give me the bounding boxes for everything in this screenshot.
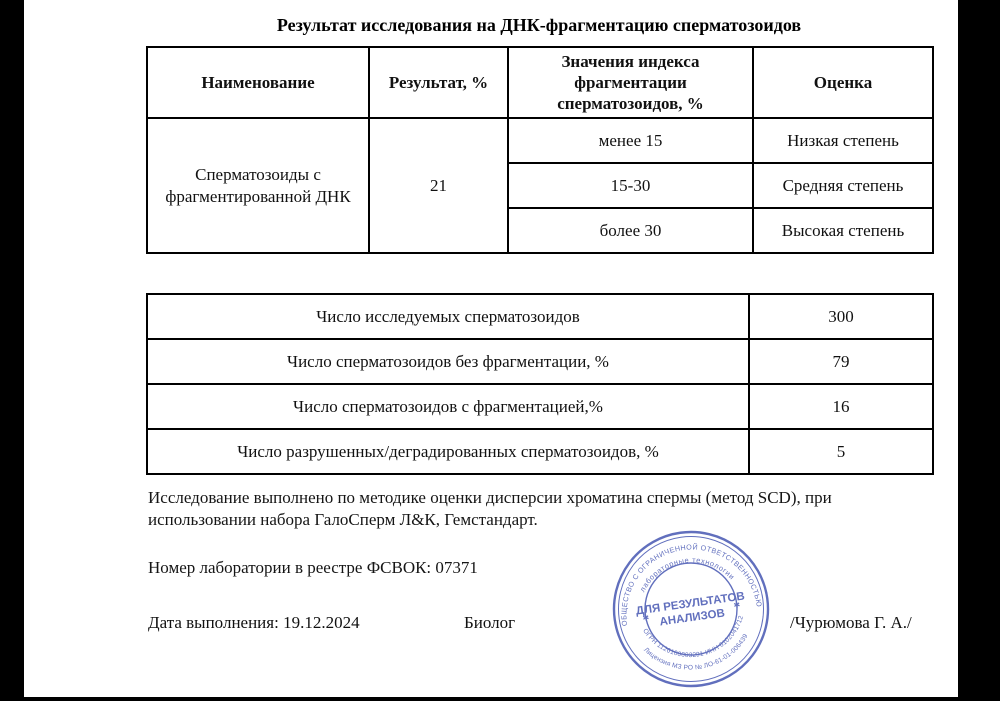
count-value: 300: [748, 293, 934, 340]
execution-date: Дата выполнения: 19.12.2024: [148, 613, 360, 632]
cell-result-value: 21: [368, 117, 509, 254]
table-row: Число сперматозоидов без фрагментации, %…: [146, 338, 934, 385]
cell-range-low: менее 15: [507, 117, 754, 164]
count-label: Число исследуемых сперматозоидов: [146, 293, 750, 340]
stamp-middle-ring: [618, 536, 764, 682]
table-header-row: Наименование Результат, % Значения индек…: [146, 46, 934, 119]
table-row: Число сперматозоидов с фрагментацией,% 1…: [146, 383, 934, 430]
cell-grade-mid: Средняя степень: [752, 162, 934, 209]
cell-grade-high: Высокая степень: [752, 207, 934, 254]
document-page: Результат исследования на ДНК-фрагментац…: [24, 0, 958, 697]
page-title: Результат исследования на ДНК-фрагментац…: [276, 15, 802, 35]
table-row: Число исследуемых сперматозоидов 300: [146, 293, 934, 340]
table-row: Число разрушенных/деградированных сперма…: [146, 428, 934, 475]
cell-parameter-name: Сперматозоиды с фрагментированной ДНК: [146, 117, 370, 254]
table-row: Сперматозоиды с фрагментированной ДНК 21…: [146, 117, 934, 254]
col-header-result: Результат, %: [368, 46, 509, 119]
count-value: 79: [748, 338, 934, 385]
count-value: 16: [748, 383, 934, 430]
count-label: Число разрушенных/деградированных сперма…: [146, 428, 750, 475]
table-row: 15-30 Средняя степень: [147, 162, 934, 209]
method-line-1: Исследование выполнено по методике оценк…: [148, 488, 832, 507]
count-label: Число сперматозоидов без фрагментации, %: [146, 338, 750, 385]
count-label: Число сперматозоидов с фрагментацией,%: [146, 383, 750, 430]
cell-range-high: более 30: [507, 207, 754, 254]
cell-range-mid: 15-30: [507, 162, 754, 209]
dna-fragmentation-table: Наименование Результат, % Значения индек…: [146, 46, 934, 254]
stamp-asterisk-right-icon: ✱: [733, 600, 741, 610]
stamp-inner-ring: [644, 562, 738, 656]
stamp-graphic: ОБЩЕСТВО С ОГРАНИЧЕННОЙ ОТВЕТСТВЕННОСТЬЮ…: [610, 530, 770, 688]
table-row: более 30 Высокая степень: [147, 207, 934, 254]
signature-name: /Чурюмова Г. А./: [790, 613, 912, 632]
round-stamp: ОБЩЕСТВО С ОГРАНИЧЕННОЙ ОТВЕТСТВЕННОСТЬЮ…: [600, 518, 783, 701]
col-header-grade: Оценка: [752, 46, 934, 119]
col-header-name: Наименование: [146, 46, 370, 119]
cell-grade-low: Низкая степень: [752, 117, 934, 164]
stamp-outer-ring: [612, 530, 770, 688]
stamp-asterisk-left-icon: ✱: [642, 613, 650, 623]
lab-registry-number: Номер лаборатории в реестре ФСВОК: 07371: [148, 558, 478, 577]
sperm-counts-table: Число исследуемых сперматозоидов 300 Чис…: [146, 293, 934, 475]
count-value: 5: [748, 428, 934, 475]
method-description: Исследование выполнено по методике оценк…: [148, 487, 948, 531]
method-line-2: использовании набора ГалоСперм Л&К, Гемс…: [148, 510, 538, 529]
biologist-label: Биолог: [464, 613, 516, 632]
col-header-index-values: Значения индекса фрагментации сперматозо…: [507, 46, 754, 119]
